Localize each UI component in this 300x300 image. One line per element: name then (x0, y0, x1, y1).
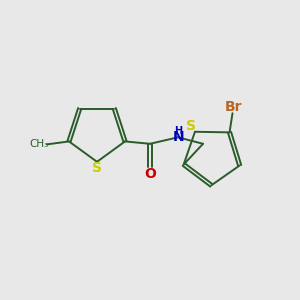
Text: N: N (173, 130, 184, 144)
Text: H: H (175, 126, 183, 136)
Text: CH₃: CH₃ (29, 139, 48, 149)
Text: O: O (144, 167, 156, 181)
Text: S: S (186, 119, 197, 134)
Text: Br: Br (225, 100, 243, 114)
Text: S: S (92, 161, 102, 175)
